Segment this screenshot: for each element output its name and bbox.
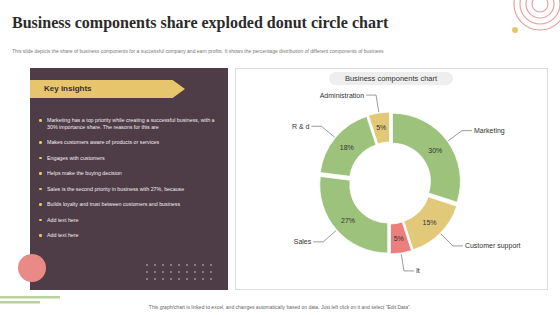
leader-line: [313, 231, 336, 242]
deco-circle: [18, 254, 46, 282]
bullet-dot: [39, 141, 42, 144]
bullet-dot: [39, 172, 42, 175]
deco-dot: [186, 271, 188, 273]
deco-dot: [186, 278, 188, 280]
leader-line: [366, 95, 379, 112]
insight-item: Sales is the second priority in business…: [38, 186, 218, 193]
donut-slice: [320, 116, 376, 176]
insight-text: Sales is the second priority in business…: [47, 186, 184, 192]
insight-text: Add text here: [47, 217, 79, 223]
leader-line: [448, 131, 472, 141]
data-label: 5%: [394, 235, 404, 242]
deco-ring: [514, 0, 560, 30]
insight-text: Makes customers aware of products or ser…: [47, 139, 159, 145]
deco-dot: [194, 271, 196, 273]
chart-title: Business components chart: [345, 74, 438, 83]
insight-item: Marketing has a top priority while creat…: [38, 117, 218, 130]
category-label: Sales: [294, 238, 312, 245]
donut: [320, 112, 461, 254]
insight-text: Add text here: [47, 232, 79, 238]
bullet-dot: [39, 219, 42, 222]
chart-title-bg: [329, 72, 453, 85]
insights-list: Marketing has a top priority while creat…: [38, 117, 218, 239]
category-label: Administration: [320, 92, 364, 99]
deco-ring: [532, 0, 548, 12]
insight-item: Engages with customers: [38, 155, 218, 162]
deco-dot: [146, 271, 148, 273]
deco-dot: [202, 278, 204, 280]
deco-dot: [186, 264, 188, 266]
bullet-dot: [39, 188, 42, 191]
category-label: It: [416, 267, 420, 274]
deco-line: [0, 296, 60, 299]
deco-dot: [154, 264, 156, 266]
bullet-dot: [39, 203, 42, 206]
deco-dot: [210, 278, 212, 280]
insight-item: Helps make the buying decision: [38, 170, 218, 177]
category-label: R & d: [292, 123, 310, 130]
deco-dot: [178, 278, 180, 280]
bullet-dot: [39, 119, 42, 122]
title: Business components share exploded donut…: [12, 14, 388, 32]
insights-title: Key insights: [44, 84, 92, 93]
deco-dot: [194, 278, 196, 280]
deco-dot: [162, 278, 164, 280]
donut-slice: [320, 176, 388, 253]
leader-line: [311, 126, 334, 137]
data-label: 27%: [341, 217, 355, 224]
data-label: 5%: [376, 124, 386, 131]
deco-dot: [202, 264, 204, 266]
leader-line: [401, 254, 414, 271]
insight-item: Builds loyalty and trust between custome…: [38, 201, 218, 208]
data-label: 18%: [340, 144, 354, 151]
deco-dot: [146, 264, 148, 266]
insight-text: Engages with customers: [47, 155, 105, 161]
deco-dot: [170, 264, 172, 266]
insight-text: Helps make the buying decision: [47, 170, 122, 176]
deco-dot: [170, 278, 172, 280]
leader-line: [441, 234, 463, 246]
deco-dot: [210, 271, 212, 273]
donut-slice: [369, 112, 390, 144]
deco-ring: [520, 0, 560, 24]
deco-dot: [178, 271, 180, 273]
bullet-dot: [39, 234, 42, 237]
deco-dot: [512, 27, 518, 33]
insight-item: Add text here: [38, 217, 218, 224]
deco-dot: [162, 264, 164, 266]
footer: This graph/chart is linked to excel, and…: [0, 304, 560, 310]
subtitle: This slide depicts the share of business…: [12, 48, 512, 54]
insight-item: Add text here: [38, 232, 218, 239]
data-label: 15%: [423, 219, 437, 226]
donut-slice: [392, 113, 460, 202]
category-label: Marketing: [474, 127, 505, 135]
deco-dot: [210, 264, 212, 266]
chart-box: [235, 68, 548, 290]
deco-dot: [170, 271, 172, 273]
deco-line: [0, 301, 40, 304]
category-label: Customer support: [465, 242, 521, 250]
deco-dot: [154, 271, 156, 273]
bullet-dot: [39, 157, 42, 160]
canvas: Business components chart 30% Marketing 15%…: [0, 0, 560, 315]
insight-text: Marketing has a top priority while creat…: [47, 117, 215, 130]
data-label: 30%: [428, 147, 442, 154]
deco-dot: [202, 271, 204, 273]
decoration: [0, 0, 560, 304]
deco-dot: [146, 278, 148, 280]
insight-item: Makes customers aware of products or ser…: [38, 139, 218, 146]
insights-panel: [30, 68, 228, 290]
deco-dot: [178, 264, 180, 266]
donut-slice: [390, 222, 411, 254]
insight-text: Builds loyalty and trust between custome…: [47, 201, 180, 207]
deco-dot: [154, 278, 156, 280]
deco-dot: [194, 264, 196, 266]
deco-ring: [526, 0, 554, 18]
deco-dot: [162, 271, 164, 273]
